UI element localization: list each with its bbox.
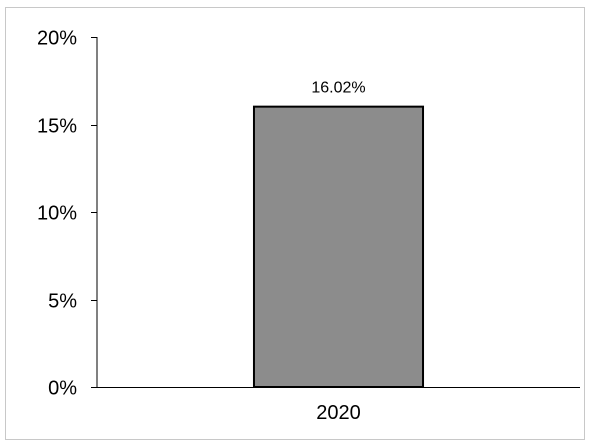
x-axis: 2020 xyxy=(97,387,580,424)
data-labels: 16.02% xyxy=(311,80,365,97)
y-axis: 0% 5% 10% 15% 20% xyxy=(37,28,98,400)
y-tick-label: 15% xyxy=(37,116,77,138)
y-tick-label: 0% xyxy=(48,378,77,400)
bars xyxy=(252,105,425,389)
x-tick-label: 2020 xyxy=(316,402,361,424)
bar-2020 xyxy=(252,105,425,389)
y-tick-label: 5% xyxy=(48,291,77,313)
y-tick-label: 10% xyxy=(37,203,77,225)
y-tick-label: 20% xyxy=(37,28,77,50)
data-label: 16.02% xyxy=(311,80,365,97)
